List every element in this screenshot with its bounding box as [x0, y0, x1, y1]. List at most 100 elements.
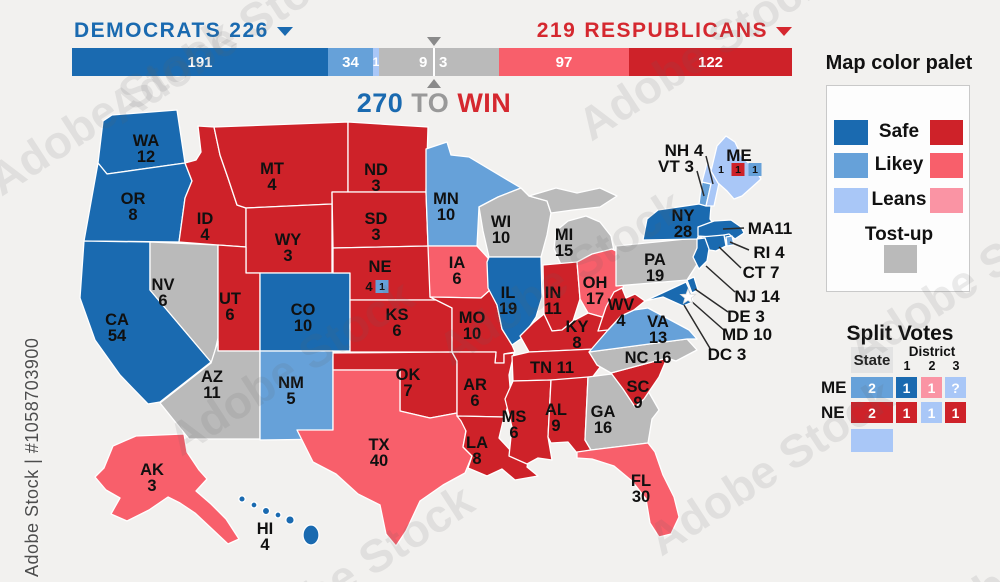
state-ar[interactable]	[451, 351, 515, 418]
callout-line-dc	[683, 304, 712, 351]
state-label-sd: SD 3	[365, 210, 388, 244]
state-label-in: IN 11	[544, 284, 561, 318]
state-label-pa: PA 19	[644, 251, 666, 285]
state-label-mo: MO 10	[459, 309, 486, 343]
callout-line-ct	[718, 246, 742, 269]
callout-label-md: MD 10	[722, 325, 772, 344]
state-label-ky: KY 8	[566, 318, 589, 352]
state-tx[interactable]	[296, 369, 473, 547]
callout-line-ma	[722, 227, 745, 230]
callout-line-de	[694, 288, 729, 313]
me-district-box-3-value: 1	[752, 164, 758, 176]
state-label-ne: NE	[369, 258, 392, 276]
state-label-tn: TN 11	[530, 359, 574, 377]
split-votes-extra-cell	[851, 429, 893, 452]
ev-bar-segment-tossup	[379, 48, 499, 76]
state-label-ar: AR 6	[463, 376, 487, 410]
chevron-down-icon	[276, 26, 293, 36]
split-me-state: 2	[851, 377, 893, 398]
callout-line-nh	[705, 155, 714, 185]
callout-label-ri: RI 4	[753, 243, 785, 262]
state-label-nv: NV 6	[152, 276, 175, 310]
state-la[interactable]	[456, 415, 539, 481]
split-votes-district-1: 1	[903, 359, 911, 373]
legend-swatch-likey-rep	[930, 153, 963, 178]
state-hi-island[interactable]	[274, 511, 282, 519]
callout-label-nh: NH 4	[665, 141, 704, 160]
state-label-or: OR 8	[121, 190, 146, 224]
callout-label-dc: DC 3	[708, 345, 747, 364]
me-district-box-2	[731, 163, 745, 176]
ev-bar-segment-safe_r: 122	[629, 48, 792, 76]
state-label-mn: MN 10	[433, 190, 459, 224]
state-label-ak: AK 3	[140, 461, 164, 495]
state-nj[interactable]	[692, 237, 710, 270]
callout-label-ma: MA11	[748, 219, 792, 238]
to-win-end: WIN	[457, 88, 512, 118]
state-label-tx: TX 40	[368, 436, 389, 470]
state-nc[interactable]	[588, 338, 698, 374]
state-hi-island[interactable]	[285, 515, 295, 525]
callout-line-md	[690, 300, 726, 332]
ne-district-box	[375, 280, 389, 293]
democrats-label: DEMOCRATS	[74, 19, 222, 42]
state-nd[interactable]	[347, 121, 429, 193]
state-label-il: IL 19	[499, 284, 517, 318]
ev-bar-segment-leans_d: 1	[373, 48, 379, 76]
state-hi-island[interactable]	[238, 495, 246, 503]
state-label-co: CO 10	[291, 301, 316, 335]
split-ne-district-1: 1	[896, 402, 917, 423]
ne-at-large-count: 4	[365, 279, 373, 294]
state-nm[interactable]	[259, 350, 334, 441]
state-wv[interactable]	[597, 287, 646, 332]
ne-district-box-value: 1	[379, 281, 385, 293]
legend-label-leans: Leans	[871, 189, 927, 210]
state-label-mt: MT 4	[260, 160, 284, 194]
state-label-va: VA 13	[647, 313, 669, 347]
state-label-hi: HI 4	[257, 520, 274, 554]
callout-line-nj	[705, 265, 736, 293]
to-win-marker-bottom-icon	[427, 79, 441, 88]
state-hi-island[interactable]	[302, 524, 320, 546]
republicans-label: RESPUBLICANS	[584, 19, 768, 42]
split-me-district-1: 1	[896, 377, 917, 398]
me-district-box-1-value: 1	[718, 164, 724, 176]
state-fl[interactable]	[576, 442, 680, 538]
split-ne-district-3: 1	[945, 402, 966, 423]
chevron-down-icon	[776, 26, 792, 36]
republicans-count: 219	[536, 19, 577, 42]
me-district-box-3	[748, 163, 762, 176]
state-label-nd: ND 3	[364, 161, 388, 195]
state-label-ia: IA 6	[449, 254, 466, 288]
ev-bar-tossup-right-digit: 3	[439, 53, 448, 71]
split-votes-district-header: District	[908, 344, 956, 359]
legend-swatch-leans-rep	[930, 188, 963, 213]
state-label-wi: WI 10	[491, 213, 511, 247]
state-ri[interactable]	[725, 235, 735, 247]
state-label-ks: KS 6	[386, 306, 409, 340]
state-label-wa: WA 12	[133, 132, 160, 166]
state-hi-island[interactable]	[261, 506, 271, 516]
state-hi-island[interactable]	[250, 501, 258, 509]
legend-swatch-likey-dem	[834, 153, 868, 178]
ev-bar-segment-likely_r: 97	[499, 48, 629, 76]
republicans-total-dropdown[interactable]: 219 RESPUBLICANS	[537, 19, 792, 43]
state-label-al: AL 9	[545, 401, 567, 435]
state-ak[interactable]	[94, 433, 240, 545]
me-district-box-2-value: 1	[735, 164, 741, 176]
split-votes-title: Split Votes	[846, 322, 954, 345]
ev-bar-segment-safe_d: 191	[72, 48, 328, 76]
state-label-me: ME	[726, 146, 752, 165]
state-label-ok: OK 7	[396, 366, 421, 400]
state-label-ut: UT 6	[219, 290, 241, 324]
state-il[interactable]	[486, 256, 543, 346]
democrats-total-dropdown[interactable]: DEMOCRATS 226	[74, 19, 293, 43]
state-label-sc: SC 9	[627, 378, 650, 412]
ev-bar-tossup-left-digit: 9	[419, 53, 428, 71]
to-win-divider-line	[433, 48, 435, 76]
split-votes-district-2: 2	[928, 359, 936, 373]
legend-label-safe: Safe	[878, 121, 920, 142]
ev-bar-segment-likely_d: 34	[328, 48, 373, 76]
